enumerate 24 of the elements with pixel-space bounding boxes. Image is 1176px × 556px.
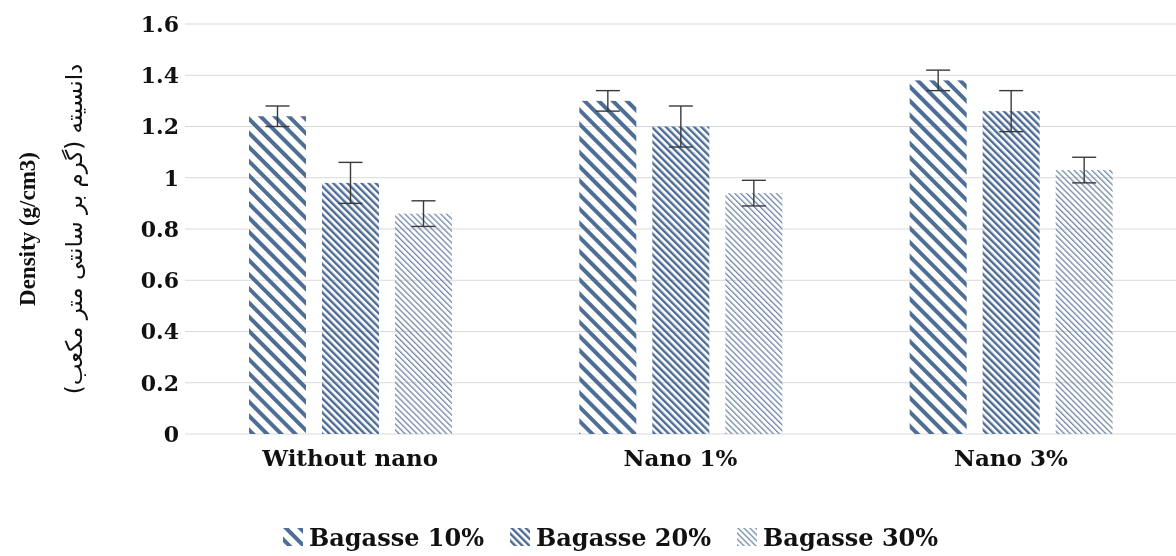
y-tick-label: 1.6 — [140, 10, 179, 37]
bar — [652, 126, 710, 434]
bar — [322, 182, 379, 434]
legend-label: Bagasse 20% — [536, 522, 712, 552]
bar — [249, 116, 306, 434]
y-tick-label: 0.4 — [140, 318, 179, 345]
legend-label: Bagasse 30% — [763, 522, 939, 552]
bar — [395, 213, 452, 434]
legend-label: Bagasse 10% — [309, 522, 485, 552]
y-tick-label: 1.4 — [140, 62, 179, 89]
y-tick-label: 0.8 — [140, 215, 179, 242]
y-tick-label: 0.2 — [140, 369, 179, 396]
bar — [909, 80, 967, 434]
x-tick-label: Nano 1% — [623, 444, 738, 472]
y-tick-label: 0.6 — [140, 267, 179, 294]
x-tick-label: Nano 3% — [953, 444, 1068, 472]
y-tick-label: 0 — [163, 420, 179, 447]
y-tick-label: 1 — [163, 164, 179, 191]
bar — [579, 100, 637, 434]
bar — [982, 111, 1040, 434]
y-tick-label: 1.2 — [140, 113, 179, 140]
bar — [1055, 170, 1113, 434]
bar — [725, 193, 783, 434]
x-tick-label: Without nano — [261, 444, 439, 472]
